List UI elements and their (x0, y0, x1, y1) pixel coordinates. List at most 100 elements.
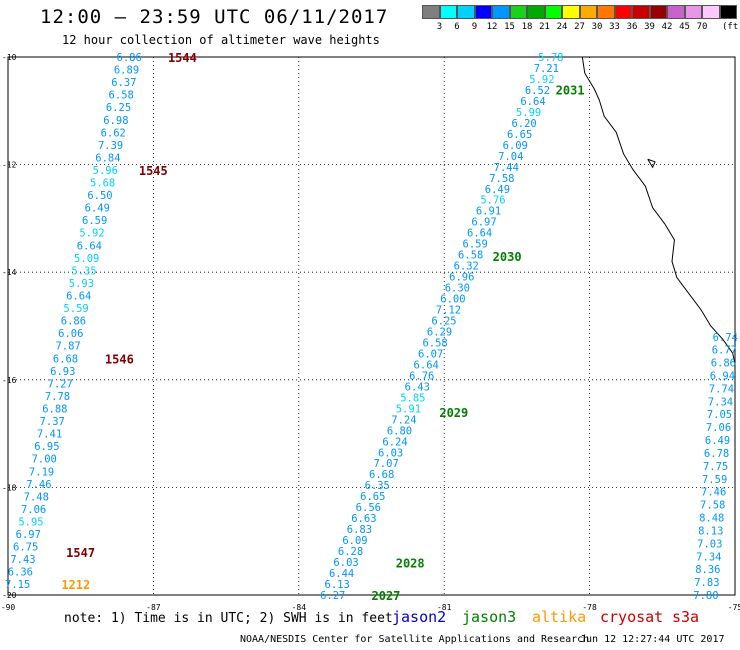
color-scale-tick: 33 (609, 22, 620, 32)
y-tick-label: -14 (2, 268, 17, 277)
map-title: 12:00 – 23:59 UTC 06/11/2017 (40, 6, 389, 28)
swh-value: 6.74 (713, 332, 738, 344)
swh-value: 6.59 (82, 215, 107, 227)
swh-value: 6.58 (422, 337, 447, 349)
color-swatch (492, 5, 510, 19)
swh-value: 7.74 (709, 383, 734, 395)
pass-label: 1212 (61, 578, 90, 592)
color-scale-tick: 15 (504, 22, 515, 32)
swh-value: 5.76 (480, 195, 505, 207)
color-scale-tick: 30 (591, 22, 603, 32)
swh-value: 5.78 (538, 52, 563, 64)
y-tick-label: -20 (2, 591, 17, 600)
swh-value: 7.41 (37, 429, 62, 441)
swh-value: 5.92 (529, 74, 554, 86)
swh-value: 7.83 (694, 577, 719, 589)
swh-value: 7.43 (10, 554, 35, 566)
coastline (581, 56, 736, 364)
swh-value: 7.05 (707, 409, 732, 421)
swh-value: 6.86 (711, 358, 736, 370)
swh-value: 6.56 (356, 502, 381, 514)
swh-value: 7.58 (700, 500, 725, 512)
swh-value: 6.06 (58, 328, 83, 340)
color-swatch (474, 5, 492, 19)
swh-value: 6.64 (520, 96, 545, 108)
swh-value: 7.44 (494, 162, 519, 174)
y-tick-label: -10 (2, 53, 17, 62)
swh-value: 6.00 (440, 294, 465, 306)
swh-value: 5.99 (516, 107, 541, 119)
map-subtitle: 12 hour collection of altimeter wave hei… (62, 33, 380, 47)
swh-value: 6.49 (85, 203, 110, 215)
color-scale-tick: 24 (556, 22, 568, 32)
swh-value: 6.30 (445, 283, 470, 295)
color-swatch (527, 5, 545, 19)
swh-value: 5.92 (79, 228, 104, 240)
x-tick-label: -87 (146, 603, 161, 612)
swh-value: 7.07 (373, 458, 398, 470)
swh-value: 6.58 (109, 90, 134, 102)
swh-value: 7.15 (5, 579, 30, 591)
altimeter-tracks: 6.866.896.376.586.256.986.627.396.845.96… (5, 52, 738, 602)
color-swatch (597, 5, 615, 19)
swh-value: 6.29 (427, 326, 452, 338)
swh-value: 6.58 (458, 250, 483, 262)
satellite-legend-s3a: s3a (672, 608, 700, 626)
swh-value: 8.36 (695, 564, 720, 576)
swh-value: 7.87 (55, 341, 80, 353)
swh-value: 6.36 (8, 567, 33, 579)
satellite-legend-altika: altika (532, 608, 587, 626)
x-tick-label: -90 (1, 603, 16, 612)
color-scale-tick: 3 (436, 22, 443, 32)
swh-value: 6.03 (378, 447, 403, 459)
swh-value: 6.84 (95, 152, 120, 164)
swh-value: 7.24 (391, 414, 416, 426)
swh-value: 7.21 (534, 63, 559, 75)
color-scale-tick: 6 (454, 22, 460, 32)
swh-value: 6.68 (53, 353, 78, 365)
swh-value: 6.64 (77, 240, 102, 252)
color-swatch (562, 5, 580, 19)
swh-value: 6.09 (342, 535, 367, 547)
pass-label: 1547 (66, 546, 95, 560)
pass-label: 2028 (396, 557, 425, 571)
swh-value: 6.95 (34, 441, 59, 453)
swh-value: 6.98 (103, 115, 128, 127)
color-scale-tick: 36 (626, 22, 638, 32)
swh-value: 6.86 (61, 316, 86, 328)
swh-value: 7.80 (693, 590, 718, 602)
swh-value: 7.06 (21, 504, 46, 516)
color-swatch (457, 5, 475, 19)
swh-value: 6.43 (405, 381, 430, 393)
swh-value: 7.37 (40, 416, 65, 428)
swh-value: 6.86 (117, 52, 142, 64)
swh-value: 6.13 (325, 579, 350, 591)
satellite-legend-jason2: jason2 (392, 608, 447, 626)
swh-value: 7.06 (706, 422, 731, 434)
swh-value: 7.75 (703, 461, 728, 473)
y-tick-label: -18 (2, 483, 17, 492)
y-tick-label: -12 (2, 161, 17, 170)
x-tick-label: -78 (582, 603, 597, 612)
swh-value: 6.20 (511, 118, 536, 130)
swh-value: 6.93 (50, 366, 75, 378)
swh-value: 6.91 (476, 206, 501, 218)
swh-value: 7.04 (498, 151, 523, 163)
swh-value: 8.13 (698, 525, 723, 537)
swh-value: 6.88 (42, 403, 67, 415)
swh-value: 6.77 (712, 345, 737, 357)
x-tick-label: -75 (728, 603, 740, 612)
island-outline (647, 158, 656, 169)
pass-label: 1545 (139, 164, 168, 178)
swh-value: 6.78 (704, 448, 729, 460)
swh-value: 7.46 (701, 487, 726, 499)
x-tick-label: -81 (437, 603, 452, 612)
axis-ticks: -90 -87 -84 -81 -78 -75 -10 -12 -14 -16 -18 -20 (1, 53, 740, 612)
satellite-legend-jason3: jason3 (462, 608, 517, 626)
swh-value: 7.34 (696, 551, 721, 563)
swh-value: 6.27 (320, 590, 345, 602)
swh-value: 6.75 (13, 542, 38, 554)
color-scale-unit: (ft) (722, 22, 740, 32)
swh-value: 6.64 (467, 228, 492, 240)
